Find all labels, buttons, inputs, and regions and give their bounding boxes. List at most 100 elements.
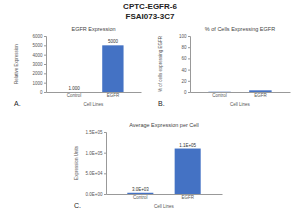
x-axis-title: Cell Lines (84, 102, 105, 107)
tick: 60 (181, 56, 190, 61)
tick-label: EGFR (181, 195, 194, 200)
chart-panel: 0.0E+005.0E+041.0E+051.5E+05ControlEGFR3… (74, 122, 223, 209)
bar (175, 149, 201, 194)
tick: 40 (181, 68, 190, 73)
tick: EGFR (181, 194, 194, 200)
tick: EGFR (254, 92, 267, 98)
x-axis: Control EGFR (107, 194, 223, 200)
tick-label: EGFR (107, 93, 120, 98)
tick-mark (188, 47, 190, 48)
tick-label: 60 (181, 56, 187, 61)
bars (63, 45, 123, 92)
y-axis-title: Relative Expression (14, 44, 19, 84)
tick: 0 (184, 90, 190, 95)
tick-label: Control (133, 195, 148, 200)
tick-label: 0 (184, 90, 187, 95)
data-label: 1.000 (68, 86, 80, 91)
panel-label: A. (14, 100, 21, 107)
tick-label: 0.0E+00 (86, 192, 103, 197)
tick: Control (67, 92, 82, 98)
chart-panel: 0 1000 2000 3000 4000 5000 6000 Control EGFR 1.00… (14, 26, 142, 107)
tick-mark (104, 153, 106, 154)
tick-label: Control (67, 93, 82, 98)
tick: 5000 (32, 43, 46, 48)
tick-mark (44, 45, 46, 46)
y-axis: 0 20 40 60 80 100 (179, 34, 191, 95)
data-label: 5000 (108, 39, 119, 44)
tick-mark (104, 173, 106, 174)
tick: 1.5E+05 (86, 130, 106, 135)
tick: 0.0E+00 (86, 192, 106, 197)
bar (102, 45, 123, 92)
y-axis-title: Expression Units (74, 145, 79, 180)
data-label: 3.0E+03 (132, 187, 149, 192)
chart-panel: 0 20 40 60 80 100 Control EGFR % of Cells Expres… (158, 26, 291, 107)
tick-label: 80 (181, 45, 187, 50)
tick-mark (44, 92, 46, 93)
bars (208, 90, 271, 92)
x-axis: Control EGFR (191, 92, 291, 98)
y-axis-title: % of cells expressing EGFR (158, 35, 163, 92)
tick-mark (188, 70, 190, 71)
tick: 0 (40, 90, 46, 95)
tick-mark (104, 132, 106, 133)
chart-title: Average Expression per Cell (129, 122, 199, 128)
tick-mark (44, 64, 46, 65)
tick-label: 1.5E+05 (86, 130, 103, 135)
plot-area: 0 20 40 60 80 100 Control EGFR (179, 34, 291, 98)
tick: 4000 (32, 53, 46, 58)
axis-line (44, 37, 47, 93)
figure-title: CPTC-EGFR-6 (123, 2, 177, 11)
tick-mark (44, 73, 46, 74)
tick-label: 1000 (32, 81, 43, 86)
y-axis: 0.0E+005.0E+041.0E+051.5E+05 (86, 130, 107, 197)
bar (63, 91, 84, 92)
tick-label: 40 (181, 68, 187, 73)
tick: 100 (179, 34, 190, 39)
axis-line (191, 92, 291, 93)
tick-mark (188, 81, 190, 82)
panel-label: B. (158, 100, 165, 107)
tick-label: 0 (40, 90, 43, 95)
x-axis-title: Cell Lines (154, 204, 175, 209)
tick: 1000 (32, 81, 46, 86)
tick: 5.0E+04 (86, 171, 106, 176)
axis-line (104, 133, 107, 195)
tick-label: 5.0E+04 (86, 171, 103, 176)
figure-subtitle: FSAI073-3C7 (126, 12, 175, 21)
axis-line (188, 37, 191, 93)
bar (208, 91, 230, 92)
tick-label: 5000 (32, 43, 43, 48)
data-label: 1.1E+05 (179, 143, 196, 148)
y-axis: 0 1000 2000 3000 4000 5000 6000 (32, 34, 46, 95)
tick: Control (133, 194, 148, 200)
tick-mark (44, 36, 46, 37)
tick-label: 20 (181, 79, 187, 84)
tick: 80 (181, 45, 190, 50)
chart-title: EGFR Expression (71, 26, 115, 32)
plot-area: 0.0E+005.0E+041.0E+051.5E+05ControlEGFR3… (86, 130, 223, 200)
tick-mark (188, 36, 190, 37)
tick: 6000 (32, 34, 46, 39)
x-axis-title: Cell Lines (230, 102, 251, 107)
tick-label: 6000 (32, 34, 43, 39)
tick-label: Control (212, 93, 227, 98)
figure: CPTC-EGFR-6FSAI073-3C7010002000300040005… (0, 0, 300, 214)
x-axis: Control EGFR (47, 92, 142, 98)
tick-label: 3000 (32, 62, 43, 67)
tick: 3000 (32, 62, 46, 67)
chart-title: % of Cells Expressing EGFR (205, 26, 275, 32)
bar (249, 90, 271, 92)
tick-mark (188, 58, 190, 59)
tick-mark (104, 194, 106, 195)
axis-line (47, 92, 142, 93)
tick: 2000 (32, 71, 46, 76)
tick-label: 100 (179, 34, 187, 39)
axis-line (107, 194, 223, 195)
tick-mark (44, 83, 46, 84)
bars (127, 149, 200, 194)
plot-area: 0 1000 2000 3000 4000 5000 6000 Control EGFR 1.00… (32, 34, 141, 98)
tick-label: 2000 (32, 71, 43, 76)
tick-mark (44, 55, 46, 56)
tick: Control (212, 92, 227, 98)
